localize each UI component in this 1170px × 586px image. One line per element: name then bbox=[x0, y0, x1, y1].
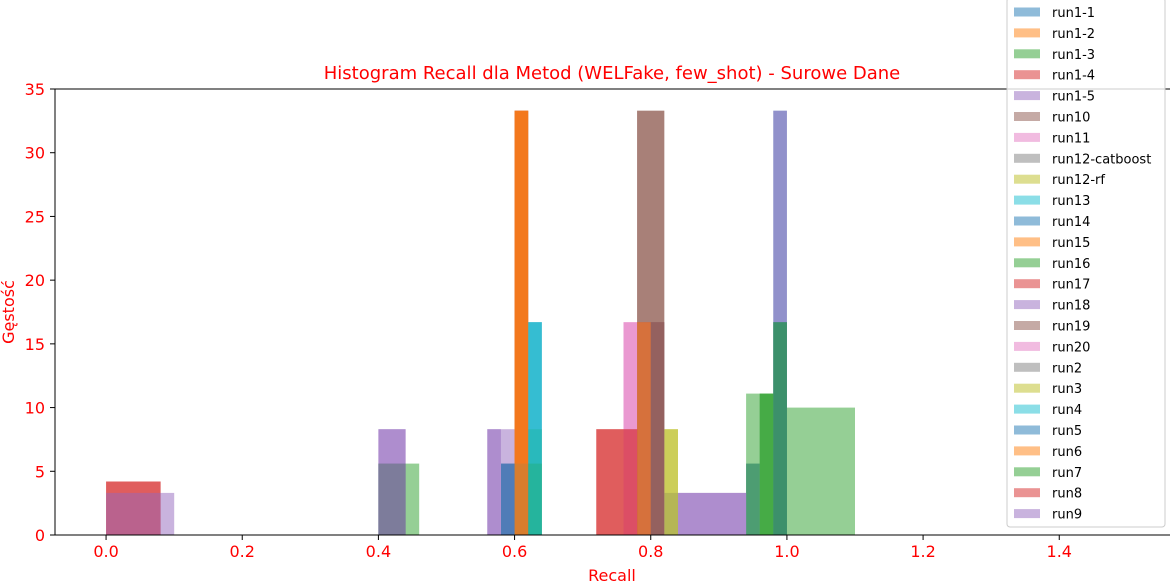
legend-swatch-run11 bbox=[1014, 132, 1040, 142]
legend-label-run15: run15 bbox=[1052, 236, 1090, 251]
legend-swatch-run20 bbox=[1014, 341, 1040, 351]
y-axis-label: Gęstość bbox=[0, 280, 18, 344]
legend-label-run20: run20 bbox=[1052, 340, 1090, 355]
x-tick-label: 0.8 bbox=[638, 542, 663, 561]
x-tick-label: 1.0 bbox=[774, 542, 799, 561]
y-axis-ticks: 0 5 10 15 20 25 30 35 bbox=[25, 80, 55, 545]
legend-label-run2: run2 bbox=[1052, 361, 1082, 376]
legend-label-run12-rf: run12-rf bbox=[1052, 173, 1105, 188]
y-tick-label: 30 bbox=[25, 144, 45, 163]
bar-run3-0 bbox=[664, 429, 678, 535]
legend-swatch-run9 bbox=[1014, 509, 1040, 519]
legend-label-run12-catboost: run12-catboost bbox=[1052, 152, 1151, 167]
x-tick-label: 0.0 bbox=[93, 542, 118, 561]
legend-label-run1-4: run1-4 bbox=[1052, 69, 1095, 84]
bar-run5-0 bbox=[501, 463, 515, 535]
bar-run7-0 bbox=[759, 393, 774, 535]
legend-swatch-run1-2 bbox=[1014, 28, 1040, 38]
legend-swatch-run1-5 bbox=[1014, 91, 1040, 101]
legend-label-run5: run5 bbox=[1052, 424, 1082, 439]
bar-run16-0 bbox=[405, 463, 420, 535]
legend-swatch-run2 bbox=[1014, 362, 1040, 372]
legend-swatch-run7 bbox=[1014, 467, 1040, 477]
x-tick-label: 0.2 bbox=[230, 542, 255, 561]
legend-label-run6: run6 bbox=[1052, 445, 1082, 460]
plot-frame bbox=[54, 88, 1170, 536]
legend-swatch-run6 bbox=[1014, 446, 1040, 456]
legend-swatch-run18 bbox=[1014, 300, 1040, 310]
y-tick-label: 25 bbox=[25, 207, 45, 226]
legend-label-run1-1: run1-1 bbox=[1052, 6, 1095, 21]
x-tick-label: 0.6 bbox=[502, 542, 527, 561]
bar-run6-1 bbox=[637, 322, 651, 535]
legend-swatch-run13 bbox=[1014, 195, 1040, 205]
legend-label-run1-2: run1-2 bbox=[1052, 27, 1095, 42]
legend-swatch-run10 bbox=[1014, 112, 1040, 121]
legend-label-run11: run11 bbox=[1052, 131, 1090, 146]
legend-label-run7: run7 bbox=[1052, 466, 1082, 481]
legend-swatch-run1-4 bbox=[1014, 70, 1040, 80]
legend-swatch-run3 bbox=[1014, 383, 1040, 393]
legend-label-run9: run9 bbox=[1052, 508, 1082, 523]
legend-swatch-run1-3 bbox=[1014, 49, 1040, 59]
x-axis-ticks: 0.0 0.2 0.4 0.6 0.8 1.0 1.2 1.4 bbox=[93, 535, 1072, 561]
x-tick-label: 0.4 bbox=[366, 542, 391, 561]
legend-label-run17: run17 bbox=[1052, 278, 1090, 293]
bar-run8-1 bbox=[596, 429, 638, 535]
x-tick-label: 1.2 bbox=[910, 542, 935, 561]
legend-swatch-run5 bbox=[1014, 425, 1040, 435]
y-tick-label: 10 bbox=[25, 399, 45, 418]
bar-run6-0 bbox=[514, 110, 529, 535]
x-axis-label: Recall bbox=[588, 566, 636, 585]
legend-swatch-run12-catboost bbox=[1014, 153, 1040, 163]
legend-label-run19: run19 bbox=[1052, 320, 1090, 335]
legend-label-run4: run4 bbox=[1052, 403, 1082, 418]
legend: run1-1 run1-2 run1-3 run1-4 run1-5 run10 run11… bbox=[1006, 0, 1166, 528]
x-tick-label: 1.4 bbox=[1047, 542, 1072, 561]
legend-label-run14: run14 bbox=[1052, 215, 1090, 230]
bar-run7-2 bbox=[786, 407, 855, 535]
legend-label-run1-3: run1-3 bbox=[1052, 48, 1095, 63]
legend-label-run18: run18 bbox=[1052, 299, 1090, 314]
legend-label-run8: run8 bbox=[1052, 487, 1082, 502]
y-tick-label: 15 bbox=[25, 335, 45, 354]
legend-swatch-run12-rf bbox=[1014, 174, 1040, 184]
chart-title: Histogram Recall dla Metod (WELFake, few… bbox=[324, 63, 900, 84]
legend-label-run3: run3 bbox=[1052, 382, 1082, 397]
bar-run7-1 bbox=[773, 322, 787, 535]
legend-swatch-run4 bbox=[1014, 404, 1040, 414]
y-tick-label: 20 bbox=[25, 271, 45, 290]
legend-label-run13: run13 bbox=[1052, 194, 1090, 209]
legend-swatch-run17 bbox=[1014, 279, 1040, 289]
bar-run4-0 bbox=[528, 322, 542, 535]
y-tick-label: 0 bbox=[35, 526, 45, 545]
legend-swatch-run19 bbox=[1014, 321, 1040, 330]
legend-frame bbox=[1006, 0, 1166, 528]
legend-swatch-run14 bbox=[1014, 216, 1040, 226]
legend-label-run1-5: run1-5 bbox=[1052, 90, 1095, 105]
y-tick-label: 5 bbox=[35, 462, 45, 481]
histogram-bars bbox=[106, 110, 855, 535]
bar-run2-0 bbox=[378, 463, 406, 535]
bar-run9-1 bbox=[487, 429, 501, 535]
bar-run9-0 bbox=[106, 492, 175, 535]
legend-label-run10: run10 bbox=[1052, 111, 1090, 126]
legend-label-run16: run16 bbox=[1052, 257, 1090, 272]
bar-run9-2 bbox=[678, 492, 747, 535]
y-tick-label: 35 bbox=[25, 80, 45, 99]
legend-swatch-run8 bbox=[1014, 488, 1040, 498]
legend-swatch-run15 bbox=[1014, 237, 1040, 247]
legend-swatch-run16 bbox=[1014, 258, 1040, 268]
axes bbox=[54, 88, 1170, 536]
legend-swatch-run1-1 bbox=[1014, 7, 1040, 17]
